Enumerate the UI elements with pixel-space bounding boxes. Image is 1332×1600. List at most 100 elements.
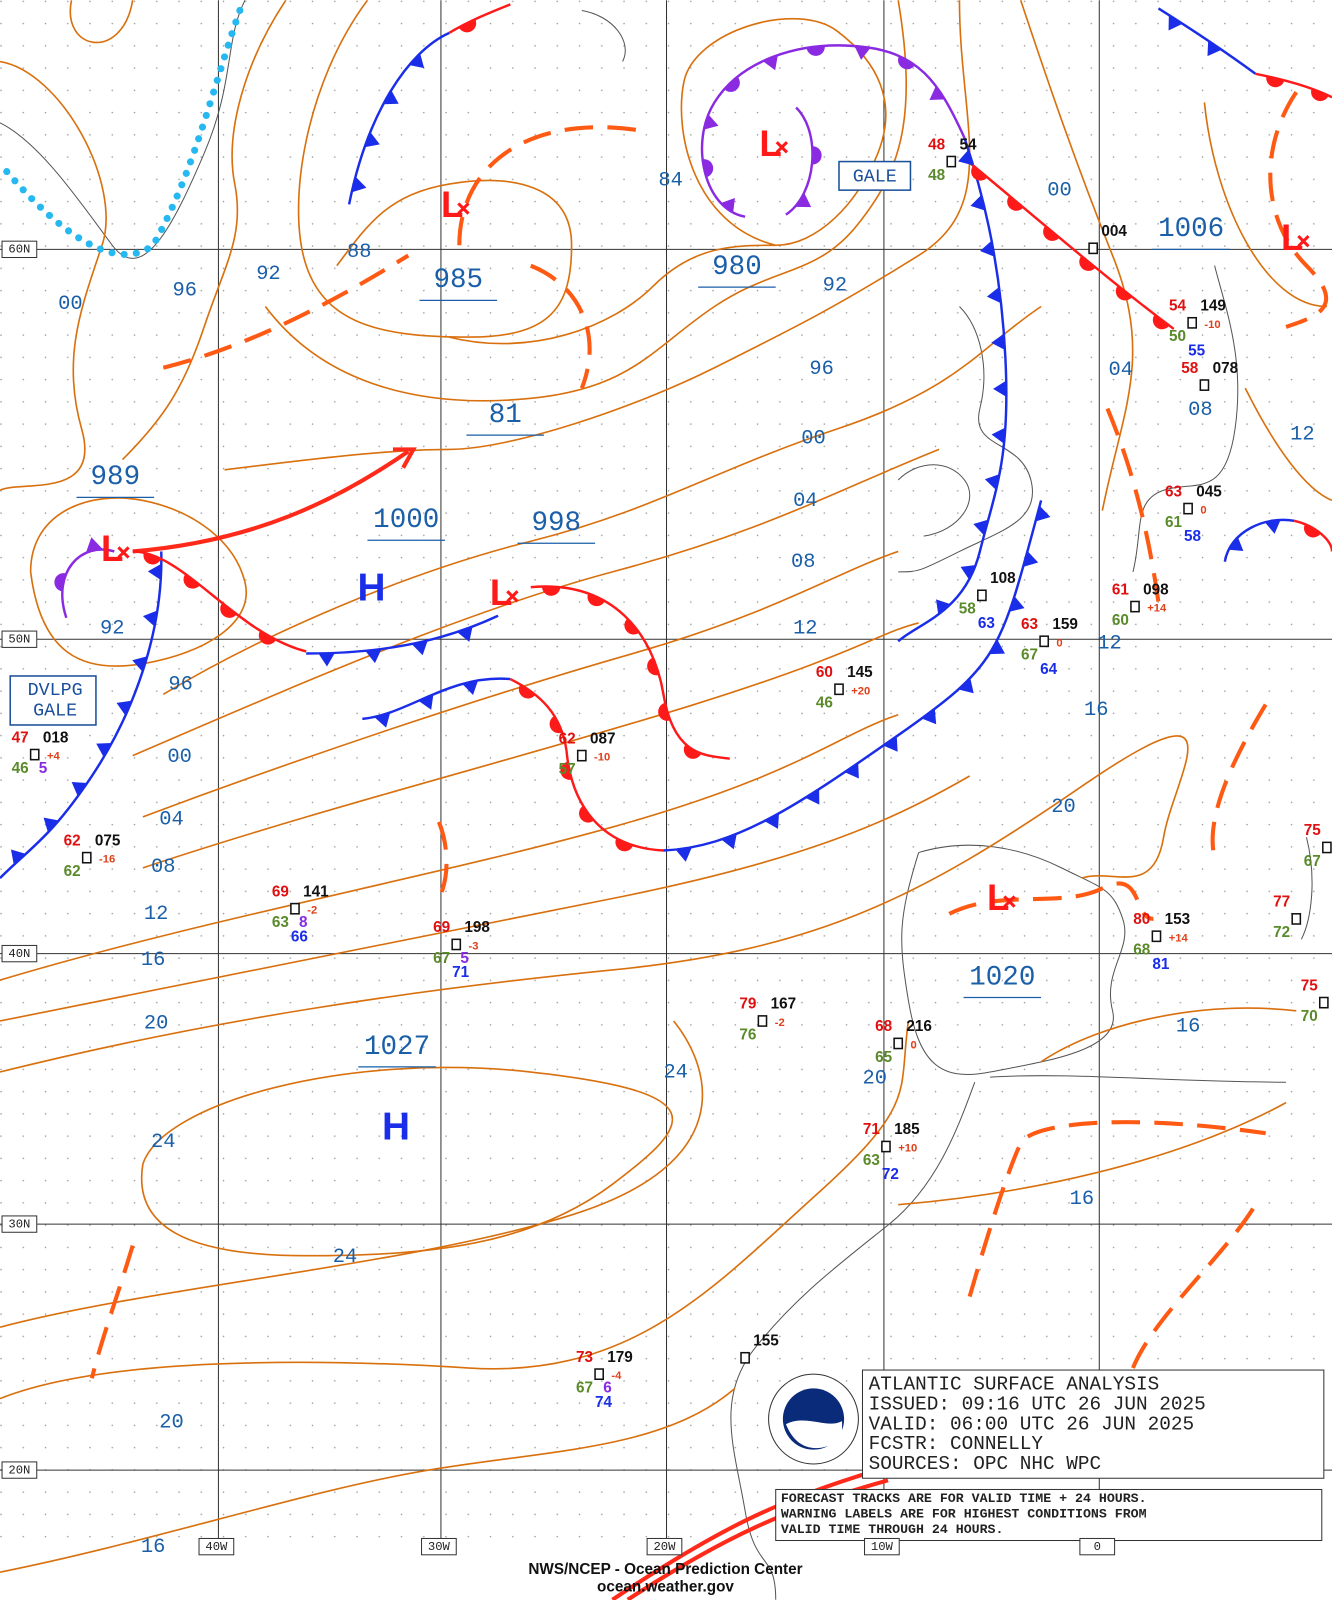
front-triangle [764, 813, 779, 829]
front-triangle [984, 474, 1000, 491]
station-pressure: 179 [607, 1349, 633, 1366]
isobar-label: 12 [1290, 423, 1315, 446]
isobar-label: 16 [1176, 1015, 1201, 1038]
station-tendency: -10 [594, 752, 610, 764]
front-semicircle [1115, 285, 1133, 301]
front-triangle [411, 640, 428, 656]
station-pressure: 078 [1213, 360, 1239, 377]
graticule [0, 0, 1332, 1552]
front-semicircle [541, 586, 561, 596]
front-triangle [71, 782, 88, 797]
front-semicircle [702, 159, 714, 178]
station-temp: 80 [1133, 911, 1150, 928]
isobar-label: 00 [167, 746, 192, 769]
note-line: VALID TIME THROUGH 24 HOURS. [781, 1522, 1004, 1537]
station-tendency: +10 [898, 1143, 917, 1155]
station-marker [1322, 841, 1332, 854]
station-marker [1039, 635, 1050, 648]
front-triangle [973, 519, 989, 536]
station-pressure: 018 [43, 729, 69, 746]
front-triangle [147, 563, 162, 581]
grid-label: 10W [871, 1540, 894, 1554]
station-tendency: -16 [99, 854, 115, 866]
front-triangle [374, 712, 391, 728]
station-temp: 69 [272, 883, 289, 900]
station-temp: 54 [1169, 298, 1187, 315]
ice-edge [0, 6, 244, 258]
station-tendency: 0 [1200, 505, 1206, 517]
front-triangle [1264, 519, 1281, 534]
station-temp: 75 [1304, 822, 1322, 839]
isobar-label: 20 [862, 1068, 887, 1091]
station-dew: 68 [1133, 942, 1151, 959]
front-triangle [970, 194, 986, 211]
station-wave: 71 [452, 964, 470, 981]
station-dew: 67 [576, 1379, 593, 1396]
station-temp: 75 [1301, 977, 1319, 994]
station-dew: 72 [1273, 924, 1290, 941]
station-extra: 8 [299, 914, 308, 931]
station-marker [1187, 316, 1198, 329]
isobar-label: 96 [809, 358, 834, 381]
info-line: FCSTR: CONNELLY [869, 1433, 1044, 1455]
isobar-label: 20 [144, 1012, 169, 1035]
front-triangle [43, 817, 59, 833]
front-semicircle [549, 715, 563, 734]
station-temp: 79 [739, 996, 756, 1013]
station-tendency: 0 [1056, 637, 1062, 649]
station-marker [740, 1351, 750, 1364]
front-triangle [805, 789, 820, 805]
isobar-label: 08 [151, 856, 176, 879]
front-semicircle [518, 684, 536, 699]
isobar-label: 16 [141, 1536, 166, 1559]
center-pressure: 998 [531, 508, 581, 539]
isobar-label: 92 [823, 274, 847, 297]
grid-label-box [1, 1215, 38, 1233]
info-line: SOURCES: OPC NHC WPC [869, 1453, 1102, 1475]
warning-label: GALE [33, 701, 77, 722]
station-tendency: +20 [851, 685, 870, 697]
grid-label-box [646, 1537, 683, 1556]
station-wave: 74 [595, 1394, 613, 1411]
isobar-label: 20 [1051, 796, 1076, 819]
station-dew: 63 [272, 914, 289, 931]
front-triangle [854, 45, 871, 60]
isobar-label: 04 [1108, 359, 1133, 382]
station-temp: 48 [928, 136, 946, 153]
station-dew: 46 [816, 695, 833, 712]
front-triangle [991, 427, 1006, 444]
front-semicircle [183, 573, 200, 589]
front-semicircle [647, 657, 660, 676]
front-triangle [132, 656, 148, 672]
front-triangle [720, 198, 735, 214]
front-triangle [408, 53, 425, 69]
front-semicircle [1152, 314, 1170, 330]
troughs [89, 91, 1329, 1379]
isobar-label: 88 [347, 241, 372, 264]
front-semicircle [1303, 523, 1322, 538]
isobar-label: 12 [793, 617, 818, 640]
isobar-label: 92 [100, 617, 125, 640]
station-pressure: 004 [1101, 223, 1127, 240]
center-pressure: 81 [489, 400, 522, 431]
front-triangle [921, 708, 937, 725]
grid-label: 20N [8, 1463, 30, 1477]
station-tendency: +4 [47, 751, 61, 763]
low-x [775, 141, 789, 154]
center-pressure: 1027 [364, 1032, 430, 1063]
station-pressure: 159 [1052, 616, 1078, 633]
station-marker [594, 1368, 604, 1381]
front-triangle [116, 700, 132, 716]
front-triangle [958, 149, 974, 166]
station-marker [757, 1015, 768, 1027]
station-temp: 47 [12, 729, 29, 746]
grid-label: 40W [205, 1540, 228, 1554]
station-pressure: 045 [1196, 483, 1222, 500]
front-triangle [1227, 536, 1244, 552]
warning-label: GALE [853, 167, 897, 188]
grid-label-box [1, 630, 38, 648]
front-triangle [989, 639, 1005, 655]
front-triangle [991, 333, 1006, 350]
low-marker: L [987, 877, 1009, 918]
